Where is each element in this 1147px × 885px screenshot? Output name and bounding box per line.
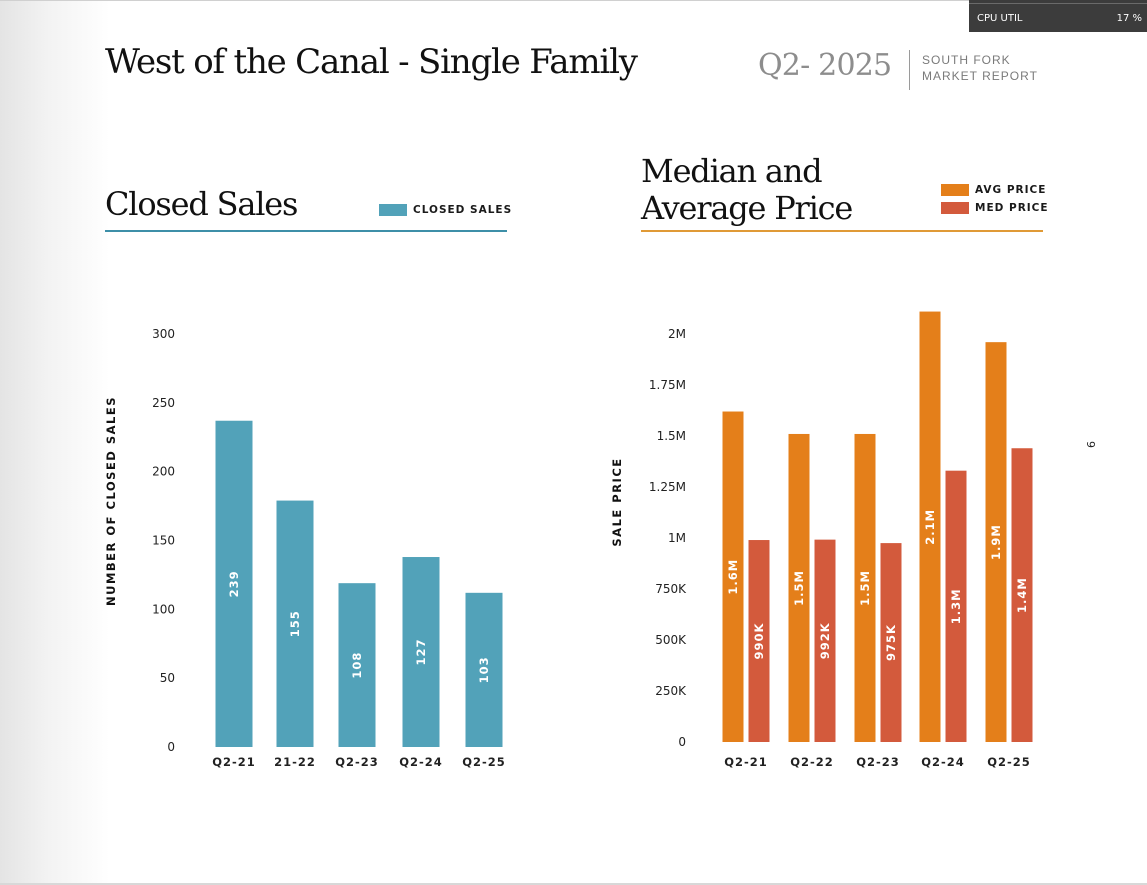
price-category-label: Q2-21 xyxy=(724,755,768,769)
closed-sales-ytick: 100 xyxy=(152,602,175,616)
price-ytick: 250K xyxy=(655,684,687,698)
cpu-value: 17 % xyxy=(1116,13,1142,24)
avg-price-bar-q2-23 xyxy=(854,433,876,742)
report-name-line1: SOUTH FORK xyxy=(922,53,1011,67)
avg-price-bar-q2-22 xyxy=(788,433,810,742)
report-title: West of the Canal - Single Family xyxy=(105,42,638,82)
cpu-monitor-widget: CPU UTIL 17 % xyxy=(969,0,1147,32)
med-price-legend: MED PRICE xyxy=(941,202,1049,214)
report-name: SOUTH FORK MARKET REPORT xyxy=(922,52,1038,84)
closed-sales-bar-q2-24 xyxy=(402,557,440,747)
avg-price-data-label: 1.9M xyxy=(989,524,1003,560)
avg-price-data-label: 2.1M xyxy=(923,509,937,545)
closed-sales-legend-swatch xyxy=(379,204,407,216)
closed-sales-category-label: Q2-25 xyxy=(462,755,506,769)
avg-price-data-label: 1.5M xyxy=(792,570,806,606)
med-price-bar-q2-25 xyxy=(1011,448,1033,742)
avg-price-legend-swatch xyxy=(941,184,969,196)
price-chart: 0 250K 500K 750K 1M 1.25M 1.5M 1.75M 2M 1.6M 1.5M 1… xyxy=(610,311,1033,769)
med-price-bar-q2-23 xyxy=(880,543,902,742)
price-ytick: 0 xyxy=(678,735,686,749)
closed-sales-bar-q2-25 xyxy=(465,592,503,747)
closed-sales-data-label: 108 xyxy=(350,652,364,679)
med-price-bar-q2-24 xyxy=(945,470,967,742)
report-name-line2: MARKET REPORT xyxy=(922,69,1038,83)
avg-price-data-label: 1.5M xyxy=(858,570,872,606)
med-price-data-label: 1.4M xyxy=(1015,577,1029,613)
price-rule xyxy=(641,230,1043,232)
med-price-bar-q2-22 xyxy=(814,539,836,742)
page-shadow xyxy=(0,0,110,885)
avg-price-legend: AVG PRICE xyxy=(941,184,1046,196)
closed-sales-rule xyxy=(105,230,507,232)
closed-sales-ytick: 250 xyxy=(152,396,175,410)
closed-sales-category-label: Q2-23 xyxy=(335,755,379,769)
closed-sales-data-label: 103 xyxy=(477,656,491,683)
med-price-bar-q2-21 xyxy=(748,540,770,742)
avg-price-legend-label: AVG PRICE xyxy=(975,184,1047,196)
med-price-data-label: 1.3M xyxy=(949,588,963,624)
avg-price-data-label: 1.6M xyxy=(726,559,740,595)
closed-sales-bar-21-22 xyxy=(276,500,314,747)
closed-sales-y-axis-title: NUMBER OF CLOSED SALES xyxy=(104,396,118,606)
cpu-graph-line xyxy=(969,3,1147,4)
price-ytick: 500K xyxy=(655,633,687,647)
med-price-legend-label: MED PRICE xyxy=(975,202,1049,214)
price-category-label: Q2-23 xyxy=(856,755,900,769)
price-y-axis-title: SALE PRICE xyxy=(610,457,624,546)
med-price-legend-swatch xyxy=(941,202,969,214)
page-edge-top xyxy=(0,0,1147,1)
price-category-label: Q2-22 xyxy=(790,755,834,769)
price-ytick: 1.25M xyxy=(649,480,686,494)
closed-sales-legend: CLOSED SALES xyxy=(379,204,512,216)
closed-sales-ytick: 50 xyxy=(160,671,175,685)
avg-price-bar-q2-21 xyxy=(722,411,744,742)
closed-sales-legend-label: CLOSED SALES xyxy=(413,204,513,216)
closed-sales-ytick: 200 xyxy=(152,465,175,479)
closed-sales-chart: 0 50 100 150 200 250 300 239 Q2-21 155 21-22 108 Q2-… xyxy=(104,327,506,769)
closed-sales-data-label: 155 xyxy=(288,610,302,637)
price-category-label: Q2-25 xyxy=(987,755,1031,769)
header-divider xyxy=(909,50,910,90)
price-title-line1: Median and xyxy=(641,152,823,190)
price-title-line2: Average Price xyxy=(641,189,853,227)
closed-sales-category-label: 21-22 xyxy=(274,755,316,769)
closed-sales-data-label: 127 xyxy=(414,639,428,666)
price-ytick: 2M xyxy=(668,327,686,341)
med-price-data-label: 990K xyxy=(752,622,766,659)
closed-sales-data-label: 239 xyxy=(227,570,241,597)
avg-price-bar-q2-25 xyxy=(985,342,1007,742)
price-category-label: Q2-24 xyxy=(921,755,965,769)
page-edge-bottom xyxy=(0,883,1147,885)
med-price-data-label: 975K xyxy=(884,624,898,661)
med-price-data-label: 992K xyxy=(818,622,832,659)
closed-sales-bar-q2-23 xyxy=(338,583,376,747)
page-number: 9 xyxy=(1084,441,1097,448)
avg-price-bar-q2-24 xyxy=(919,311,941,742)
closed-sales-category-label: Q2-24 xyxy=(399,755,443,769)
closed-sales-ytick: 0 xyxy=(167,740,175,754)
price-title: Median and Average Price xyxy=(641,152,853,227)
closed-sales-category-label: Q2-21 xyxy=(212,755,256,769)
report-quarter: Q2- 2025 xyxy=(758,48,892,83)
price-ytick: 750K xyxy=(655,582,687,596)
closed-sales-title: Closed Sales xyxy=(105,185,298,223)
cpu-label: CPU UTIL xyxy=(977,13,1023,24)
closed-sales-ytick: 150 xyxy=(152,534,175,548)
price-ytick: 1.75M xyxy=(649,378,686,392)
closed-sales-bar-q2-21 xyxy=(215,420,253,747)
closed-sales-ytick: 300 xyxy=(152,327,175,341)
price-ytick: 1M xyxy=(668,531,686,545)
price-ytick: 1.5M xyxy=(657,429,686,443)
